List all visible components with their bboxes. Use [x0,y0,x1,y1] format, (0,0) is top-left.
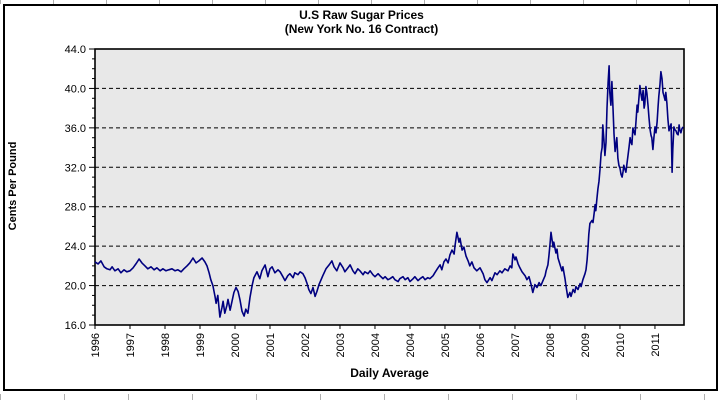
x-tick-label: 2011 [650,333,662,357]
plot-border [94,48,685,326]
y-tick-label: 44.0 [65,44,86,56]
price-line-series [94,65,684,318]
x-tick-label: 2007 [510,333,522,357]
x-tick-label: 2002 [300,333,312,357]
y-tick-label: 16.0 [65,320,86,332]
y-tick-label: 36.0 [65,123,86,135]
y-tick-label: 32.0 [65,162,86,174]
x-tick-label: 2005 [440,333,452,357]
x-tick-label: 2004 [405,333,417,357]
chart-title: U.S Raw Sugar Prices [299,8,424,22]
x-tick-label: 2004 [370,333,382,357]
chart-subtitle: (New York No. 16 Contract) [284,22,439,36]
y-tick-label: 24.0 [65,241,86,253]
y-tick-label: 40.0 [65,83,86,95]
x-tick-label: 2008 [545,333,557,357]
x-tick-label: 2009 [580,333,592,357]
x-tick-label: 1999 [195,333,207,357]
x-tick-label: 1997 [125,333,137,357]
x-tick-label: 2003 [335,333,347,357]
x-tick-label: 1998 [160,333,172,357]
y-tick-label: 20.0 [65,281,86,293]
x-tick-label: 2006 [475,333,487,357]
x-tick-label: 1996 [90,333,102,357]
x-tick-label: 2010 [615,333,627,357]
x-tick-label: 2000 [230,333,242,357]
y-tick-label: 28.0 [65,202,86,214]
x-tick-label: 2001 [265,333,277,357]
plot-area [95,49,684,325]
chart-title-block: U.S Raw Sugar Prices (New York No. 16 Co… [0,8,723,36]
x-axis-title: Daily Average [350,366,429,380]
